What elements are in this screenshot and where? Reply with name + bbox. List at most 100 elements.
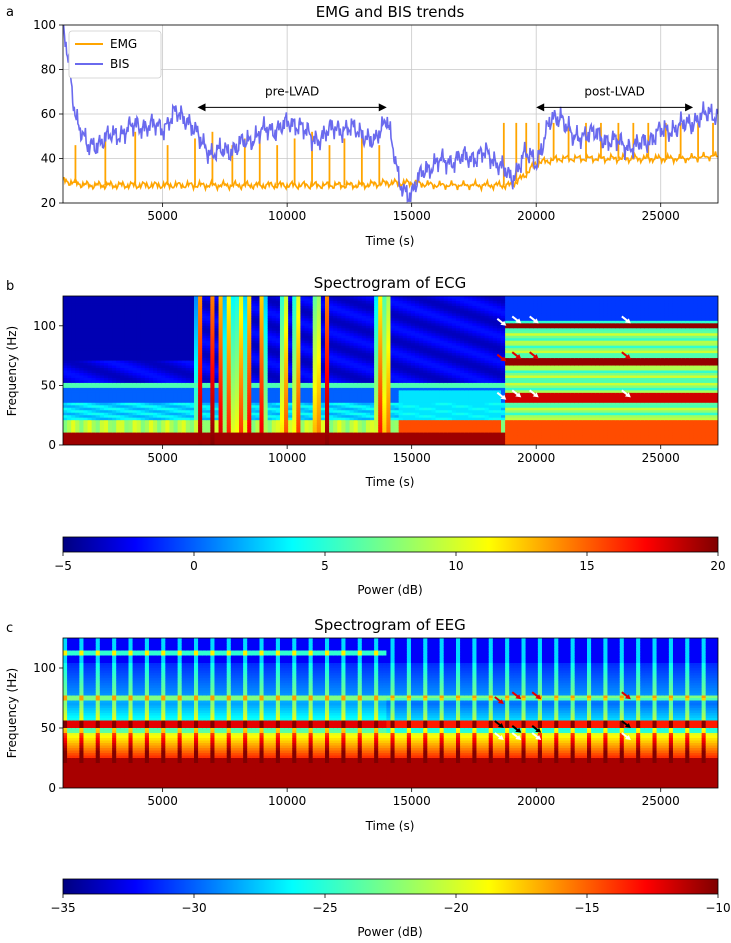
heatmap-cell xyxy=(181,395,187,399)
heatmap-cell xyxy=(320,315,326,319)
heatmap-cell xyxy=(112,400,117,404)
heatmap-cell xyxy=(234,360,240,364)
heatmap-cell xyxy=(177,440,183,444)
heatmap-cell xyxy=(87,296,93,300)
heatmap-cell xyxy=(136,380,142,384)
heatmap-cell xyxy=(247,410,252,414)
heatmap-cell xyxy=(239,400,244,404)
heatmap-cell xyxy=(390,308,396,312)
heatmap-cell xyxy=(222,410,228,414)
heatmap-cell xyxy=(63,402,68,406)
heatmap-cell xyxy=(148,415,154,419)
heatmap-cell xyxy=(239,417,244,421)
heatmap-cell xyxy=(173,298,179,302)
heatmap-cell xyxy=(136,442,142,445)
heatmap-cell xyxy=(99,308,105,312)
heatmap-cell xyxy=(365,353,371,357)
heatmap-cell xyxy=(75,377,80,382)
heatmap-cell xyxy=(239,382,244,386)
heatmap-cell xyxy=(222,338,228,342)
heatmap-cell xyxy=(341,350,347,354)
heatmap-cell xyxy=(202,365,207,369)
heatmap-cell xyxy=(75,305,80,310)
heatmap-cell xyxy=(177,325,183,329)
heatmap-cell xyxy=(255,402,261,406)
heatmap-cell xyxy=(87,353,93,357)
heatmap-cell xyxy=(357,387,363,391)
heatmap-cell xyxy=(378,400,383,404)
heatmap-cell xyxy=(153,432,158,436)
heatmap-cell xyxy=(181,323,187,327)
heatmap-cell xyxy=(304,318,310,322)
heatmap-cell xyxy=(230,422,236,426)
heatmap-cell xyxy=(67,350,72,354)
heatmap-cell xyxy=(394,313,400,317)
heatmap-cell xyxy=(255,432,261,436)
heatmap-cell xyxy=(325,380,330,384)
heatmap-cell xyxy=(247,442,252,445)
heatmap-cell xyxy=(132,442,138,445)
heatmap-cell xyxy=(148,385,154,389)
heatmap-cell xyxy=(275,310,281,314)
heatmap-cell xyxy=(165,313,171,317)
heatmap-cell xyxy=(120,422,125,426)
heatmap-cell xyxy=(296,435,302,439)
heatmap-cell xyxy=(234,382,240,386)
heatmap-cell xyxy=(259,430,265,434)
heatmap-cell xyxy=(263,323,269,327)
heatmap-cell xyxy=(177,310,183,314)
heatmap-cell xyxy=(67,385,72,389)
heatmap-cell xyxy=(312,382,318,386)
heatmap-cell xyxy=(91,350,97,354)
heatmap-cell xyxy=(140,298,146,302)
heatmap-cell xyxy=(153,353,158,357)
heatmap-cell xyxy=(136,298,142,302)
heatmap-cell xyxy=(173,355,179,359)
heatmap-cell xyxy=(161,435,166,439)
heatmap-cell xyxy=(226,328,232,332)
heatmap-cell xyxy=(349,368,355,372)
heatmap-cell xyxy=(304,325,310,329)
heatmap-cell xyxy=(357,385,363,389)
heatmap-cell xyxy=(71,325,76,329)
heatmap-cell xyxy=(263,432,269,436)
heatmap-cell xyxy=(71,340,76,344)
heatmap-cell xyxy=(320,402,326,406)
heatmap-cell xyxy=(169,313,175,317)
heatmap-cell xyxy=(128,410,134,414)
heatmap-cell xyxy=(337,303,342,307)
heatmap-cell xyxy=(210,350,216,354)
heatmap-cell xyxy=(83,313,89,317)
heatmap-cell xyxy=(165,348,171,352)
heatmap-cell xyxy=(370,382,375,386)
heatmap-cell xyxy=(300,395,306,399)
panel-label-a: a xyxy=(6,5,14,20)
heatmap-cell xyxy=(161,387,166,391)
heatmap-cell xyxy=(177,318,183,322)
heatmap-cell xyxy=(386,298,392,302)
heatmap-cell xyxy=(71,333,76,337)
heatmap-cell xyxy=(374,377,379,382)
heatmap-cell xyxy=(99,305,105,310)
heatmap-cell xyxy=(251,335,256,339)
heatmap-cell xyxy=(239,405,244,409)
heatmap-cell xyxy=(83,432,89,436)
heatmap-cell xyxy=(67,343,72,347)
heatmap-cell xyxy=(353,298,359,302)
heatmap-cell xyxy=(153,372,158,377)
heatmap-cell xyxy=(243,395,248,399)
heatmap-cell xyxy=(79,427,85,431)
heatmap-cell xyxy=(378,432,383,436)
heatmap-cell xyxy=(95,330,101,334)
heatmap-cell xyxy=(349,320,355,324)
heatmap-cell xyxy=(325,325,330,329)
heatmap-cell xyxy=(194,395,199,399)
heatmap-cell xyxy=(357,330,363,334)
heatmap-cell xyxy=(353,353,359,357)
heatmap-cell xyxy=(374,427,379,431)
heatmap-cell xyxy=(112,442,117,445)
heatmap-cell xyxy=(226,407,232,411)
heatmap-cell xyxy=(140,435,146,439)
heatmap-cell xyxy=(300,340,306,344)
heatmap-cell xyxy=(157,330,162,334)
